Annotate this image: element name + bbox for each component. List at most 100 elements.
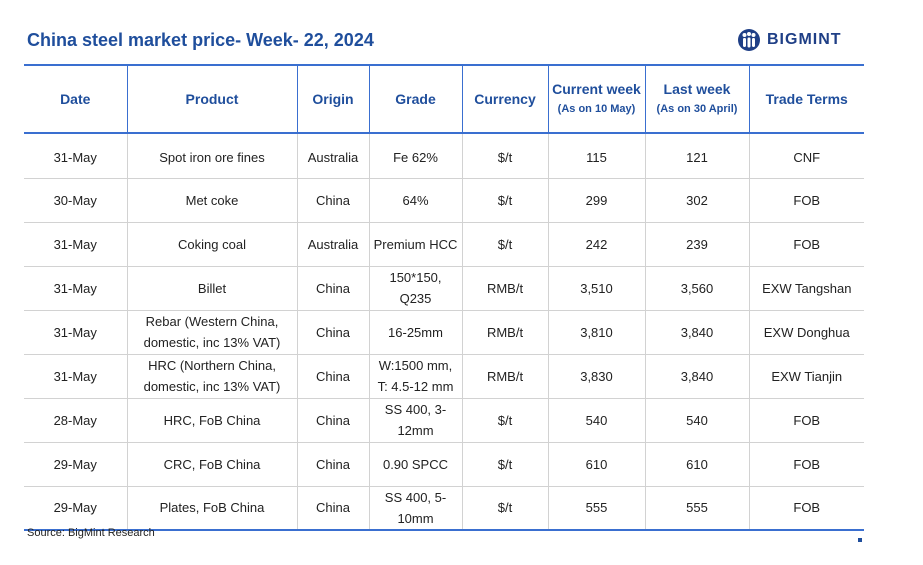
header-current-week: Current week (As on 10 May) — [547, 64, 645, 134]
cell-current-week: 115 — [547, 133, 645, 179]
table-row: 31-May HRC (Northern China, domestic, inc… — [24, 354, 864, 399]
cell-last-week: 239 — [644, 222, 749, 267]
cell-date: 29-May — [24, 442, 127, 487]
cell-origin: China — [296, 178, 369, 223]
header-label: Trade Terms — [765, 90, 848, 107]
cell-currency: $/t — [461, 222, 548, 267]
header-sublabel: (As on 30 April) — [656, 102, 738, 115]
cell-current-week: 242 — [547, 222, 645, 267]
table-body: 31-May Spot iron ore fines Australia Fe 62%… — [24, 133, 864, 531]
cell-origin: China — [296, 398, 369, 443]
cell-grade: Fe 62% — [368, 133, 462, 179]
cell-current-week: 540 — [547, 398, 645, 443]
cell-current-week: 555 — [547, 486, 645, 531]
cell-currency: RMB/t — [461, 354, 548, 399]
cell-trade-terms: FOB — [748, 222, 864, 267]
cell-product: HRC, FoB China — [126, 398, 297, 443]
table-row: 28-May HRC, FoB China China SS 400, 3-12mm $… — [24, 398, 864, 443]
header-label: Date — [60, 90, 91, 107]
cell-currency: $/t — [461, 442, 548, 487]
cell-product: Coking coal — [126, 222, 297, 267]
cell-date: 31-May — [24, 310, 127, 355]
cell-origin: China — [296, 310, 369, 355]
cell-origin: China — [296, 442, 369, 487]
header-label: Current week — [552, 80, 641, 97]
corner-mark — [858, 538, 862, 542]
cell-current-week: 610 — [547, 442, 645, 487]
cell-date: 31-May — [24, 222, 127, 267]
cell-product: Billet — [126, 266, 297, 311]
cell-trade-terms: CNF — [748, 133, 864, 179]
cell-trade-terms: FOB — [748, 486, 864, 531]
cell-currency: $/t — [461, 486, 548, 531]
logo-text: BIGMINT — [767, 31, 842, 48]
cell-grade: SS 400, 3-12mm — [368, 398, 462, 443]
header-last-week: Last week (As on 30 April) — [644, 64, 749, 134]
header-grade: Grade — [368, 64, 462, 134]
cell-product: CRC, FoB China — [126, 442, 297, 487]
table-row: 30-May Met coke China 64% $/t 299 302 FOB — [24, 178, 864, 223]
header-label: Product — [185, 90, 239, 107]
cell-product: Rebar (Western China, domestic, inc 13% … — [126, 310, 297, 355]
bigmint-figures-icon — [738, 29, 760, 51]
price-table: Date Product Origin Grade Currency Current we… — [24, 64, 864, 531]
cell-last-week: 555 — [644, 486, 749, 531]
cell-origin: Australia — [296, 222, 369, 267]
cell-grade: 150*150, Q235 — [368, 266, 462, 311]
table-row: 31-May Billet China 150*150, Q235 RMB/t 3,510… — [24, 266, 864, 311]
header-label: Grade — [395, 90, 436, 107]
header-label: Currency — [474, 90, 536, 107]
cell-currency: RMB/t — [461, 310, 548, 355]
cell-trade-terms: FOB — [748, 398, 864, 443]
cell-origin: China — [296, 266, 369, 311]
cell-grade: Premium HCC — [368, 222, 462, 267]
cell-current-week: 3,810 — [547, 310, 645, 355]
header-origin: Origin — [296, 64, 369, 134]
cell-grade: 0.90 SPCC — [368, 442, 462, 487]
page-title: China steel market price- Week- 22, 2024 — [27, 30, 374, 50]
cell-product: Plates, FoB China — [126, 486, 297, 531]
header-sublabel: (As on 10 May) — [557, 102, 636, 115]
cell-trade-terms: FOB — [748, 442, 864, 487]
cell-grade: 16-25mm — [368, 310, 462, 355]
cell-trade-terms: EXW Donghua — [748, 310, 864, 355]
cell-grade: SS 400, 5-10mm — [368, 486, 462, 531]
cell-currency: RMB/t — [461, 266, 548, 311]
cell-date: 28-May — [24, 398, 127, 443]
cell-last-week: 3,560 — [644, 266, 749, 311]
cell-date: 31-May — [24, 266, 127, 311]
table-row: 31-May Rebar (Western China, domestic, in… — [24, 310, 864, 355]
cell-current-week: 3,830 — [547, 354, 645, 399]
cell-last-week: 302 — [644, 178, 749, 223]
header-product: Product — [126, 64, 297, 134]
cell-origin: China — [296, 354, 369, 399]
cell-date: 30-May — [24, 178, 127, 223]
source-note: Source: BigMint Research — [27, 527, 155, 539]
table-row: 29-May CRC, FoB China China 0.90 SPCC $/t 610… — [24, 442, 864, 487]
cell-date: 31-May — [24, 354, 127, 399]
header-label: Origin — [312, 90, 354, 107]
cell-trade-terms: EXW Tangshan — [748, 266, 864, 311]
cell-origin: Australia — [296, 133, 369, 179]
cell-date: 31-May — [24, 133, 127, 179]
cell-last-week: 3,840 — [644, 310, 749, 355]
cell-product: Spot iron ore fines — [126, 133, 297, 179]
cell-last-week: 540 — [644, 398, 749, 443]
cell-currency: $/t — [461, 133, 548, 179]
cell-product: Met coke — [126, 178, 297, 223]
header-currency: Currency — [461, 64, 548, 134]
cell-grade: W:1500 mm, T: 4.5-12 mm — [368, 354, 462, 399]
cell-current-week: 299 — [547, 178, 645, 223]
table-header-row: Date Product Origin Grade Currency Current we… — [24, 64, 864, 134]
cell-currency: $/t — [461, 398, 548, 443]
header-date: Date — [24, 64, 127, 134]
cell-date: 29-May — [24, 486, 127, 531]
cell-product: HRC (Northern China, domestic, inc 13% V… — [126, 354, 297, 399]
cell-trade-terms: EXW Tianjin — [748, 354, 864, 399]
cell-trade-terms: FOB — [748, 178, 864, 223]
cell-last-week: 610 — [644, 442, 749, 487]
cell-origin: China — [296, 486, 369, 531]
bigmint-logo: BIGMINT — [736, 28, 842, 52]
cell-currency: $/t — [461, 178, 548, 223]
table-row: 31-May Coking coal Australia Premium HCC $/t… — [24, 222, 864, 267]
